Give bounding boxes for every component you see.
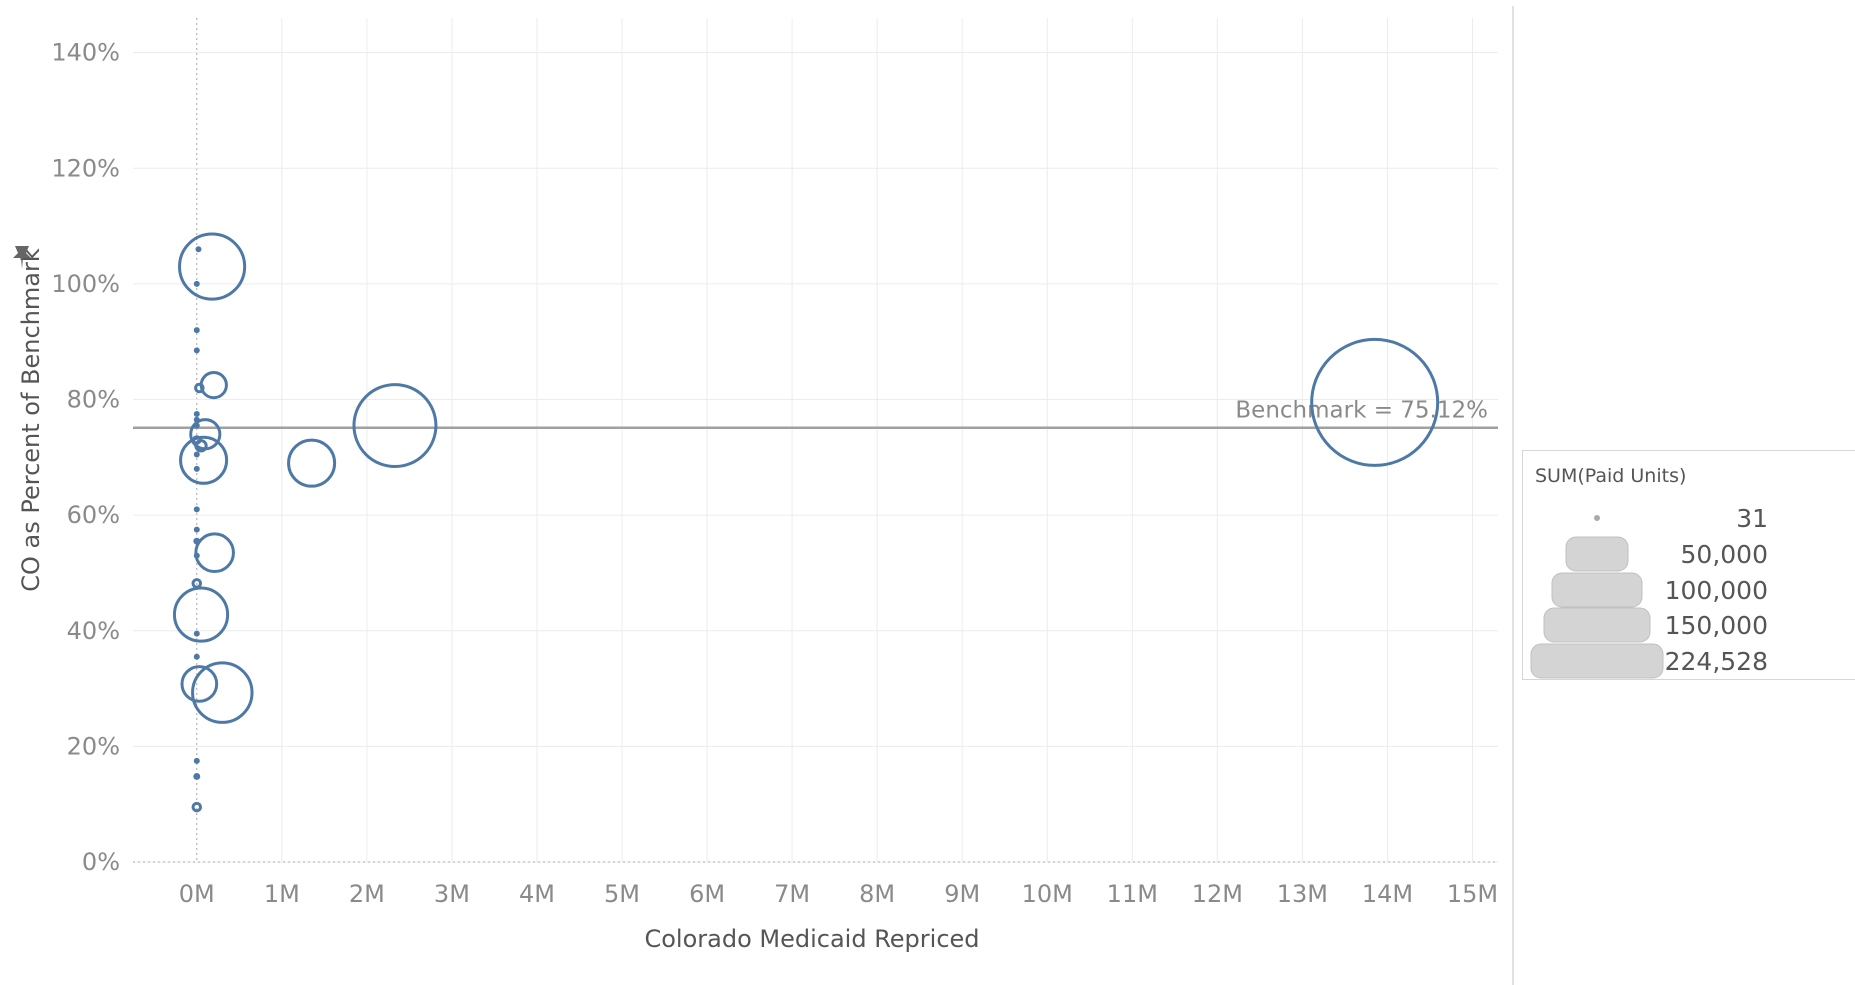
data-point[interactable] (1310, 337, 1440, 467)
x-axis-title: Colorado Medicaid Repriced (644, 925, 979, 953)
data-point[interactable] (193, 506, 200, 513)
x-axis-ticks: 0M 1M 2M 3M 4M 5M 6M 7M 8M 9M 10M 11M 12M 13M 14M 15M (179, 880, 1498, 908)
x-tick-label: 2M (349, 880, 385, 908)
x-tick-label: 11M (1107, 880, 1158, 908)
x-tick-label: 7M (774, 880, 810, 908)
y-tick-label: 140% (51, 39, 120, 67)
x-tick-label: 1M (264, 880, 300, 908)
legend-title: SUM(Paid Units) (1535, 465, 1687, 487)
x-tick-label: 15M (1447, 880, 1498, 908)
x-tick-label: 4M (519, 880, 555, 908)
legend-swatch (1551, 572, 1643, 608)
data-point[interactable] (287, 438, 337, 488)
legend-label: 50,000 (1681, 540, 1768, 569)
scatter-chart: 0% 20% 40% 60% 80% 100% 120% 140% 0M 1M 2M 3M 4M 5M 6… (13, 18, 1498, 953)
y-axis-ticks: 0% 20% 40% 60% 80% 100% 120% 140% (51, 39, 120, 876)
legend-label: 100,000 (1665, 576, 1768, 605)
data-point[interactable] (193, 280, 200, 287)
panel-divider (1512, 6, 1514, 985)
y-tick-label: 100% (51, 270, 120, 298)
data-point[interactable] (191, 661, 254, 724)
data-point[interactable] (194, 532, 235, 574)
y-axis-title: CO as Percent of Benchmark (17, 248, 45, 592)
y-tick-label: 60% (67, 501, 120, 529)
x-tick-label: 9M (944, 880, 980, 908)
data-point[interactable] (193, 630, 200, 637)
y-tick-label: 0% (82, 848, 120, 876)
data-point[interactable] (199, 370, 228, 400)
x-tick-label: 5M (604, 880, 640, 908)
y-tick-label: 40% (67, 617, 120, 645)
data-point[interactable] (352, 383, 438, 469)
legend-items: 31 50,000 100,000 150,000 224,528 (1530, 504, 1768, 679)
y-tick-label: 80% (67, 386, 120, 414)
data-point[interactable] (193, 465, 200, 472)
legend-label: 150,000 (1665, 611, 1768, 640)
data-point[interactable] (193, 552, 200, 559)
data-point[interactable] (179, 435, 229, 485)
legend-label: 31 (1736, 504, 1768, 533)
x-tick-label: 13M (1277, 880, 1328, 908)
data-point[interactable] (193, 653, 200, 660)
data-point[interactable] (178, 232, 247, 301)
data-points (172, 232, 1440, 813)
data-point[interactable] (193, 757, 200, 764)
data-point[interactable] (194, 439, 208, 453)
data-point[interactable] (193, 327, 200, 334)
data-point[interactable] (195, 246, 202, 253)
legend-swatch (1543, 607, 1651, 643)
x-tick-label: 3M (434, 880, 470, 908)
data-point[interactable] (193, 772, 201, 780)
x-tick-label: 10M (1022, 880, 1073, 908)
data-point[interactable] (194, 382, 205, 394)
x-tick-label: 6M (689, 880, 725, 908)
legend-label: 224,528 (1665, 647, 1768, 676)
legend-swatch (1530, 643, 1664, 679)
data-point[interactable] (193, 526, 200, 533)
legend-swatch (1594, 515, 1600, 521)
data-point[interactable] (193, 451, 200, 458)
benchmark-reference-line: Benchmark = 75.12% (133, 398, 1498, 429)
data-point[interactable] (191, 801, 203, 813)
y-tick-label: 20% (67, 732, 120, 760)
data-point[interactable] (180, 665, 219, 703)
x-tick-label: 0M (179, 880, 215, 908)
legend-swatch (1565, 536, 1629, 572)
data-point[interactable] (193, 347, 200, 354)
data-point[interactable] (193, 410, 200, 417)
x-tick-label: 8M (859, 880, 895, 908)
pin-icon[interactable] (13, 246, 31, 269)
y-tick-label: 120% (51, 154, 120, 182)
grid-lines (133, 18, 1498, 863)
size-legend: SUM(Paid Units) 31 50,000 100,000 150,000 22… (1522, 450, 1855, 680)
benchmark-label: Benchmark = 75.12% (1235, 398, 1488, 424)
data-point[interactable] (172, 586, 230, 643)
x-tick-label: 12M (1192, 880, 1243, 908)
x-tick-label: 14M (1362, 880, 1413, 908)
